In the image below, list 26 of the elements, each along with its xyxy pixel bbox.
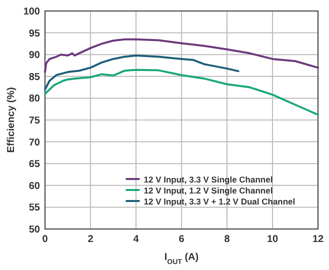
line-series	[44, 54, 240, 90]
line-series	[44, 38, 319, 74]
line-series	[44, 68, 319, 116]
y-tick-label: 75	[28, 116, 40, 126]
x-tick-label: 12	[312, 234, 324, 245]
y-axis-title: Efficiency (%)	[6, 87, 17, 153]
y-tick-label: 85	[28, 72, 40, 83]
x-axis-title: I$_{OUT}$ (A)	[164, 252, 199, 266]
y-tick-label: 80	[28, 94, 40, 105]
legend-label: 12 V Input, 1.2 V Single Channel	[144, 186, 273, 196]
x-tick-label: 2	[88, 234, 94, 245]
y-tick-label: 90	[28, 50, 40, 62]
x-tick-label: 6	[178, 234, 185, 245]
x-tick-label: 8	[224, 234, 230, 245]
y-tick-label: 65	[28, 159, 40, 170]
x-tick-label: 4	[133, 234, 140, 245]
legend-label: 12 V Input, 3.3 V Single Channel	[144, 174, 273, 184]
y-tick-label: 55	[28, 202, 40, 214]
legend-label: 12 V Input, 3.3 V + 1.2 V Dual Channel	[144, 196, 296, 206]
x-tick-label: 0	[42, 234, 48, 245]
y-tick-label: 60	[28, 180, 40, 192]
y-tick-label: 100	[23, 6, 40, 18]
y-tick-label: 50	[28, 224, 40, 236]
y-tick-label: 70	[28, 137, 40, 148]
y-tick-label: 95	[28, 28, 40, 40]
x-tick-label: 10	[266, 234, 278, 245]
